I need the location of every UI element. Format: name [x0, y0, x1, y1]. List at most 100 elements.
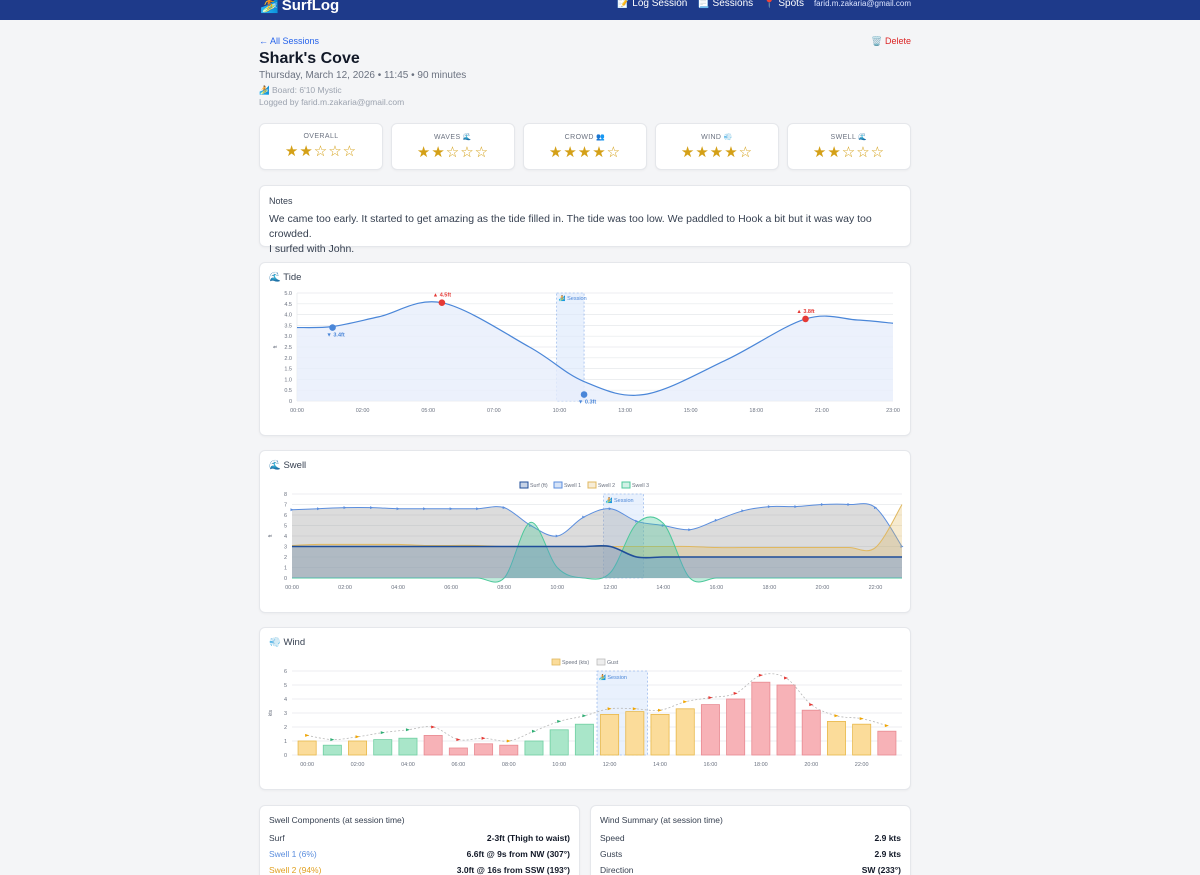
swell-direction-arrow: [529, 524, 533, 527]
x-tick-label: 10:00: [552, 762, 566, 768]
rating-card: SWELL 🌊 ★★☆☆☆: [787, 123, 911, 170]
x-tick-label: 23:00: [886, 408, 900, 414]
x-tick-label: 00:00: [285, 585, 299, 591]
wind-speed-bar: [852, 723, 872, 756]
wind-summary-heading: Wind Summary (at session time): [600, 815, 723, 825]
tide-area: [297, 301, 893, 401]
swell-component-label: Surf: [269, 833, 285, 843]
app-brand[interactable]: 🏄 SurfLog: [260, 0, 339, 14]
tide-high-marker: [802, 315, 809, 323]
board-info: 🏄 Board: 6'10 Mystic: [259, 85, 342, 95]
tide-chart: 0 0.5 1.0 1.5 2.0 2.5 3.0 3.5 4.0 4.5 5.0 ft 00:00 02…: [273, 291, 900, 414]
page-title: Shark's Cove: [259, 50, 360, 67]
wind-summary-row: Direction SW (233°): [600, 865, 901, 875]
swell-direction-arrow: [714, 518, 718, 522]
user-email[interactable]: farid.m.zakaria@gmail.com: [813, 0, 911, 8]
legend-swatch: [587, 481, 597, 489]
x-tick-label: 02:00: [338, 585, 352, 591]
star-empty-icon: ☆: [738, 144, 754, 161]
wind-direction-arrow: [708, 696, 713, 700]
tide-low-marker: [329, 324, 336, 331]
top-navbar: 🏄 SurfLog 📝 Log Session 📃 Sessions 📍 Spo…: [0, 0, 1200, 20]
wind-direction-arrow: [431, 725, 436, 729]
swell-direction-arrow: [688, 528, 692, 532]
nav-spots[interactable]: 📍 Spots: [763, 0, 804, 9]
nav-sessions[interactable]: 📃 Sessions: [697, 0, 754, 9]
legend-swatch: [553, 481, 563, 489]
y-tick-label: 1.5: [284, 367, 292, 373]
wind-speed-bar: [776, 684, 796, 756]
delete-session-button[interactable]: 🗑️ Delete: [871, 36, 911, 46]
swell-direction-arrow: [767, 505, 771, 509]
wind-direction-arrow: [582, 714, 587, 718]
y-tick-label: 8: [284, 492, 287, 498]
swell-component-value: 3.0ft @ 16s from SSW (193°): [456, 865, 570, 875]
swell-direction-arrow: [449, 507, 453, 511]
swell-area-3: [292, 504, 902, 578]
wind-direction-arrow: [330, 738, 335, 742]
wind-speed-bar: [448, 747, 468, 756]
tide-low-marker: [580, 391, 588, 398]
swell-direction-arrow: [423, 507, 427, 511]
star-empty-icon: ☆: [460, 144, 475, 161]
star-filled-icon: ★: [577, 144, 593, 161]
x-tick-label: 20:00: [816, 585, 830, 591]
wind-direction-arrow: [405, 728, 410, 732]
wind-speed-bar: [600, 714, 620, 756]
legend-label: Swell 1: [564, 483, 581, 489]
x-tick-label: 08:00: [502, 762, 516, 768]
wind-speed-bar: [499, 744, 519, 756]
wind-speed-bar: [801, 709, 821, 756]
star-empty-icon: ☆: [606, 144, 622, 161]
y-tick-label: 3.5: [284, 323, 292, 329]
swell-direction-arrow: [608, 507, 612, 511]
x-tick-label: 13:00: [618, 408, 632, 414]
swell-direction-arrow: [900, 545, 904, 548]
rating-stars: ★★☆☆☆: [392, 143, 514, 161]
wind-direction-arrow: [683, 700, 688, 704]
swell-component-label: Swell 1 (6%): [269, 849, 317, 859]
tide-extreme-label: ▲ 4.5ft: [433, 293, 451, 299]
wind-speed-bar: [524, 740, 544, 756]
swell-direction-arrow: [502, 506, 506, 510]
y-tick-label: 1.0: [284, 377, 292, 383]
wind-summary-card: Wind Summary (at session time) Speed 2.9…: [590, 805, 911, 875]
rating-label: WAVES 🌊: [434, 134, 472, 141]
swell-component-row: Swell 1 (6%) 6.6ft @ 9s from NW (307°): [269, 849, 570, 859]
y-tick-label: 0: [284, 576, 287, 582]
x-tick-label: 16:00: [704, 762, 718, 768]
swell-direction-arrow: [582, 515, 586, 519]
star-empty-icon: ☆: [328, 143, 343, 160]
wind-summary-value: 2.9 kts: [874, 849, 901, 859]
nav-log-session[interactable]: 📝 Log Session: [617, 0, 688, 9]
star-filled-icon: ★: [724, 144, 739, 161]
wind-speed-bar: [423, 735, 443, 756]
wind-direction-arrow: [380, 731, 385, 735]
notes-card: Notes We came too early. It started to g…: [259, 185, 911, 255]
y-tick-label: 0: [284, 753, 287, 759]
wind-summary-row: Speed 2.9 kts: [600, 833, 901, 843]
wind-speed-bar: [675, 708, 695, 756]
y-tick-label: 5: [284, 524, 287, 530]
y-tick-label: 2.5: [284, 345, 292, 351]
y-tick-label: 4.5: [284, 302, 292, 308]
tide-card: 🌊 Tide 0 0.5 1.0 1.5 2.0 2.5 3.0 3.5 4.0 4.5 5.0 ft…: [259, 262, 911, 436]
notes-text: We came too early. It started to get ama…: [269, 212, 910, 257]
swell-card: 🌊 Swell 0 1 2 3 4 5 6 7 8 ft 00:00 02:00 04:00 06:00 0…: [259, 450, 911, 613]
swell-area-1: [292, 545, 902, 578]
legend-label: Gust: [607, 660, 619, 666]
back-to-sessions-link[interactable]: ← All Sessions: [259, 36, 320, 46]
wind-speed-bar: [549, 729, 569, 756]
swell-chart: 0 1 2 3 4 5 6 7 8 ft 00:00 02:00 04:00 06:00 08:00 10:0…: [268, 481, 904, 591]
legend-swatch: [551, 658, 561, 666]
star-empty-icon: ☆: [313, 143, 329, 160]
y-tick-label: 4: [284, 697, 287, 703]
wind-summary-label: Gusts: [600, 849, 623, 859]
swell-component-row: Swell 2 (94%) 3.0ft @ 16s from SSW (193°…: [269, 865, 570, 875]
star-filled-icon: ★: [299, 143, 314, 160]
swell-direction-arrow: [873, 506, 877, 510]
wind-speed-bar: [574, 723, 594, 756]
x-tick-label: 00:00: [300, 762, 314, 768]
star-empty-icon: ☆: [856, 144, 871, 161]
wind-direction-arrow: [632, 707, 637, 711]
